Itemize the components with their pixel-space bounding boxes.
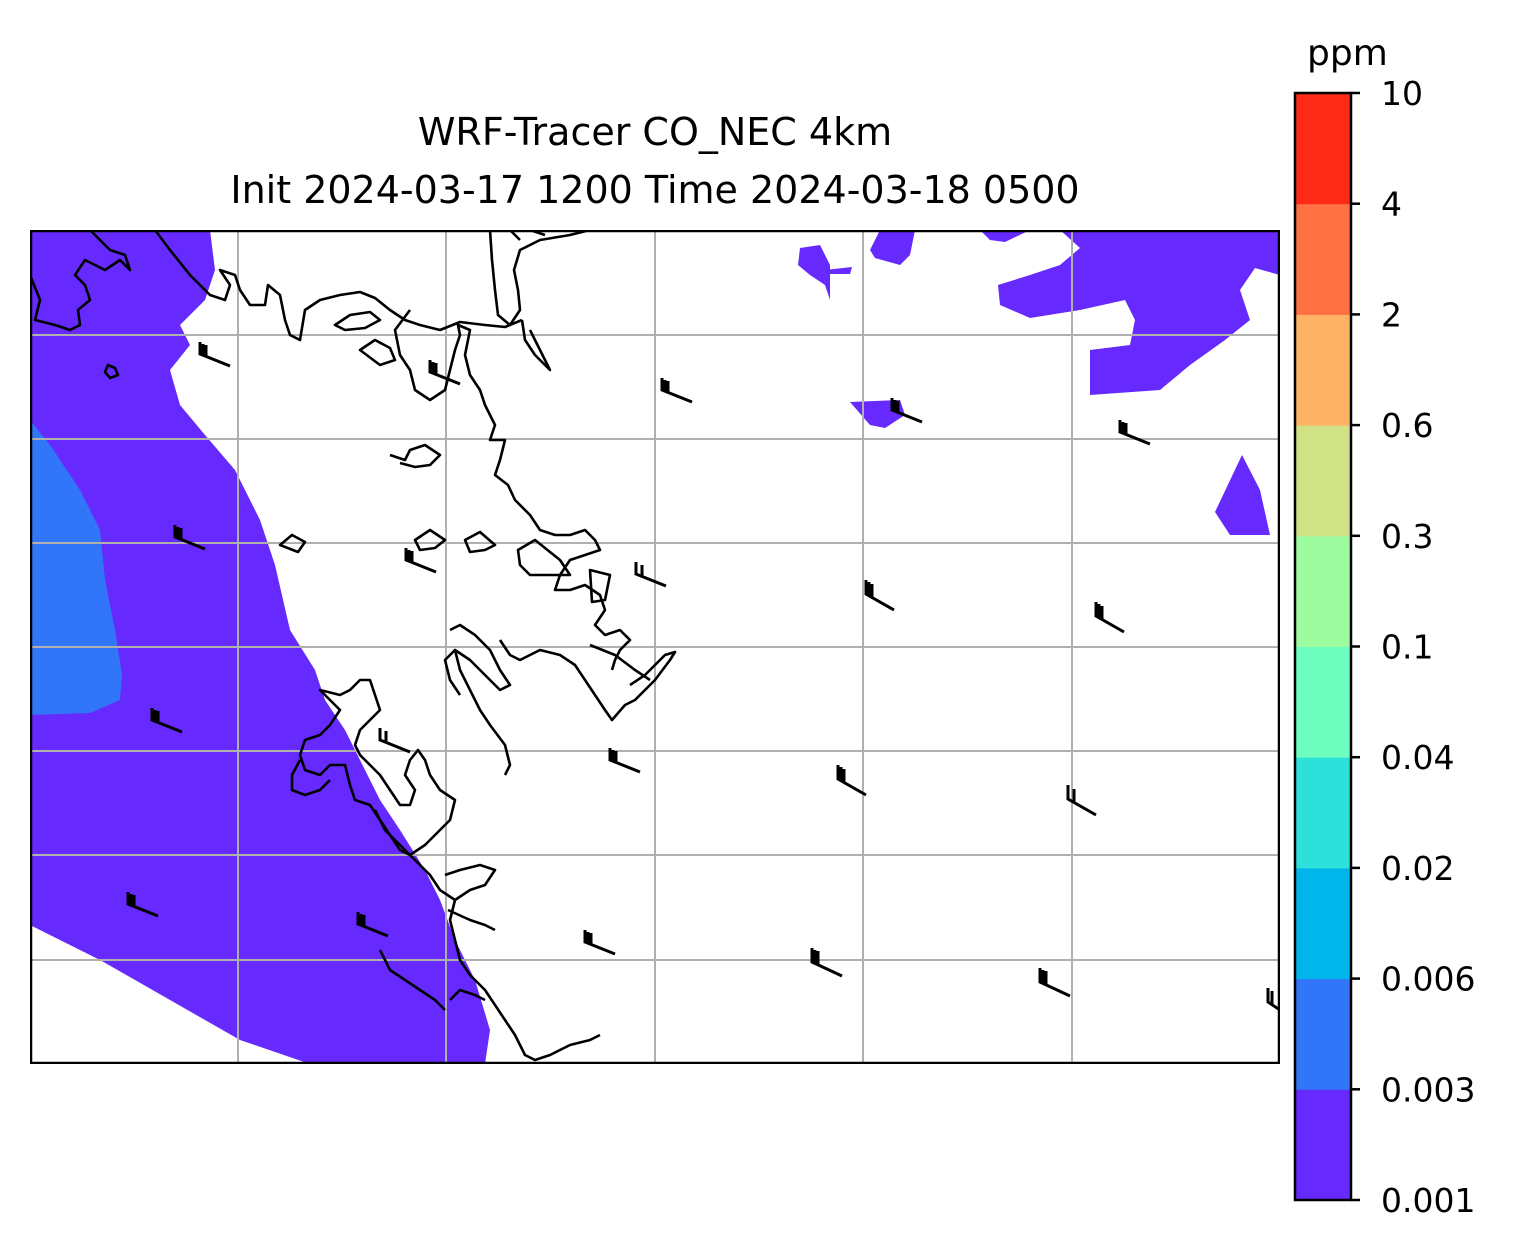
wind-barb: [126, 892, 159, 918]
coastline-river-3: [520, 319, 552, 372]
colorbar-tick-label: 0.003: [1381, 1070, 1475, 1109]
map-title-line2: Init 2024-03-17 1200 Time 2024-03-18 050…: [230, 168, 1080, 212]
wind-barb: [660, 378, 693, 404]
wind-barb: [608, 748, 641, 774]
coastline-peninsula: [298, 678, 457, 857]
coastline-south-5: [378, 949, 446, 1011]
map-title-line1: WRF-Tracer CO_NEC 4km: [417, 110, 893, 154]
wind-barb: [198, 342, 231, 368]
coastline-estuary: [443, 623, 512, 776]
wind-barb: [173, 525, 206, 551]
coastline-south-2: [448, 899, 601, 1062]
colorbar-swatch: [1295, 93, 1351, 205]
colorbar-swatch: [1295, 535, 1351, 647]
colorbar-swatches: [1295, 93, 1351, 1201]
colorbar-swatch: [1295, 757, 1351, 869]
patch-ne-3: [870, 230, 915, 265]
colorbar-tick-label: 4: [1381, 185, 1402, 224]
colorbar-tick-label: 0.006: [1381, 960, 1475, 999]
coastline-island-2: [358, 338, 397, 367]
wind-barb: [583, 930, 616, 956]
coastline-estuary-2: [498, 639, 677, 722]
colorbar-tick-label: 0.02: [1381, 849, 1454, 888]
wind-barb: [810, 948, 843, 978]
colorbar-frame: [1293, 91, 1353, 1202]
colorbar-swatch: [1295, 646, 1351, 758]
colorbar-tick-label: 0.6: [1381, 406, 1433, 445]
map-frame: [30, 230, 1280, 1064]
colorbar-swatch: [1295, 314, 1351, 426]
wind-barb: [1094, 602, 1125, 634]
coastline-island-1: [333, 310, 382, 332]
coastline-main-inlet: [393, 309, 632, 671]
wind-barb: [1066, 785, 1097, 817]
patch-ne-2: [825, 267, 852, 274]
wind-barb: [356, 912, 389, 938]
coastline-south-4: [449, 988, 486, 1002]
wind-barb: [404, 548, 437, 574]
colorbar-tick-label: 0.3: [1381, 517, 1433, 556]
colorbar-swatch: [1295, 1089, 1351, 1201]
colorbar-tick-label: 0.1: [1381, 628, 1433, 667]
wind-barb: [890, 398, 923, 424]
colorbar-unit: ppm: [1307, 33, 1388, 74]
wind-barb: [836, 765, 867, 797]
coastline-bay-1: [389, 443, 442, 469]
coastline-nw-2: [153, 230, 523, 342]
plume-core: [30, 420, 122, 715]
colorbar-tick-label: 0.001: [1381, 1181, 1475, 1220]
colorbar-tick-label: 10: [1381, 74, 1423, 113]
wind-barb: [1118, 420, 1151, 446]
coastlines: [30, 230, 677, 1062]
coastline-bay-6: [588, 568, 612, 604]
wind-barb: [1038, 968, 1071, 998]
coastline-south-3: [447, 908, 496, 932]
colorbar-swatch: [1295, 203, 1351, 315]
wind-barbs: [126, 342, 1280, 1012]
coastline-bay-2: [278, 533, 307, 554]
coastline-lake: [103, 363, 120, 380]
coastline-nw: [30, 230, 132, 332]
coastline-bay-5: [516, 538, 572, 577]
wind-barb: [428, 360, 461, 386]
coastline-peninsula-2: [290, 759, 331, 797]
colorbar-tick-label: 0.04: [1381, 738, 1454, 777]
gridlines: [30, 230, 1280, 1064]
colorbar-swatch: [1295, 867, 1351, 980]
colorbar-swatch: [1295, 978, 1351, 1090]
colorbar-tick-label: 2: [1381, 295, 1402, 334]
wind-barb: [378, 728, 411, 754]
coastline-bay-3: [413, 528, 447, 552]
map-panel: [30, 230, 1280, 1064]
patch-ne-4: [980, 230, 1030, 242]
wind-barb: [634, 562, 667, 588]
coastline-river: [488, 230, 591, 327]
patch-ne-5: [998, 230, 1280, 395]
wind-barb: [1266, 988, 1280, 1012]
colorbar-swatch: [1295, 425, 1351, 537]
colorbar-ticks: 0.001 0.003 0.006 0.02 0.04 0.1 0.3 0.6 2 4 10: [1351, 74, 1475, 1220]
patch-east: [1215, 455, 1270, 535]
wind-barb: [864, 580, 895, 612]
coastline-bay-4: [463, 530, 497, 554]
patch-ne-1: [798, 245, 830, 300]
colorbar: ppm 0.001 0.003 0.006 0.02 0.04 0.1 0.3 0.6 2 4 10: [1293, 33, 1475, 1220]
wind-barb: [150, 708, 183, 734]
